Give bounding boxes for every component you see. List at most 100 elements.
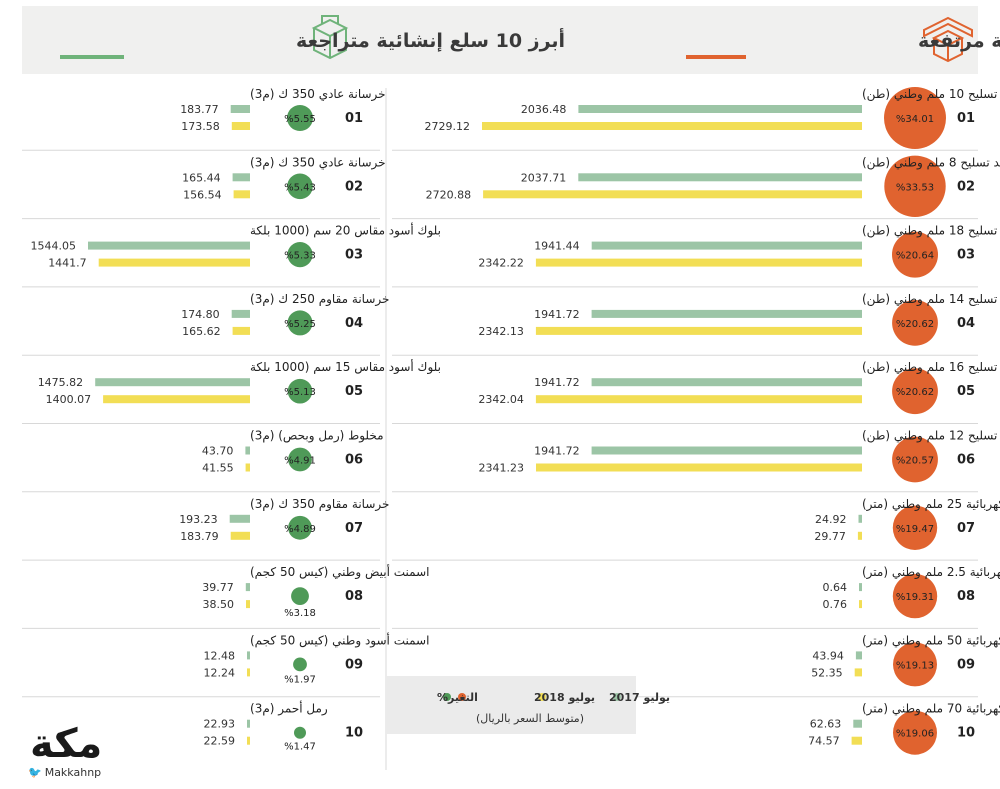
falling-title: أبرز 10 سلع إنشائية متراجعة	[296, 28, 565, 52]
falling-row-6-name: مخلوط (رمل وبحص) (م3)	[250, 429, 384, 444]
falling-row-1-change-label: %5.55	[284, 114, 316, 125]
falling-row-3-bar-2017	[88, 241, 250, 250]
rising-row-3-bar-2018	[535, 258, 862, 267]
falling-row-10-value-2017: 22.93	[204, 718, 236, 731]
rising-row-10-name: كيابل كهربائية 70 ملم وطني (متر)	[862, 702, 1000, 717]
rising-row-4-name: حديد تسليح 14 ملم وطني (طن)	[862, 292, 1000, 307]
rising-row-9-value-2017: 43.94	[812, 649, 844, 662]
rising-row-4-rank: 04	[957, 316, 975, 331]
twitter-handle-text: Makkahnp	[44, 766, 102, 779]
rising-row-2-name: حديد تسليح 8 ملم وطني (طن)	[862, 155, 1000, 170]
rising-row-9-bar-2018	[854, 668, 862, 677]
falling-row-7-bar-2018	[230, 531, 250, 540]
falling-row-8-rank: 08	[345, 589, 363, 604]
falling-row-6-rank: 06	[345, 453, 363, 468]
rising-row-5-change-label: %20.62	[896, 387, 934, 398]
twitter-handle[interactable]: 🐦 Makkahnp	[28, 766, 101, 779]
falling-row-9-change-label: %1.97	[284, 674, 316, 685]
falling-row-7-bar-2017	[229, 514, 250, 523]
falling-row-4-bar-2017	[231, 309, 250, 318]
falling-row-10-bar-2017	[247, 719, 250, 728]
rising-row-7-bar-2018	[857, 531, 862, 540]
falling-row-3-bar-2018	[98, 258, 250, 267]
rising-row-8-change-label: %19.31	[896, 592, 934, 603]
falling-row-4-change-label: %5.25	[284, 319, 316, 330]
falling-row-4-value-2017: 174.80	[181, 308, 220, 321]
falling-row-4-rank: 04	[345, 316, 363, 331]
rising-row-3-change-label: %20.64	[896, 251, 934, 262]
falling-row-1-rank: 01	[345, 111, 363, 126]
rising-row-6-name: حديد تسليح 12 ملم وطني (طن)	[862, 429, 1000, 444]
legend-swatch-change	[443, 693, 451, 701]
rising-row-10-bar-2018	[851, 736, 862, 745]
rising-row-6-value-2017: 1941.72	[534, 445, 580, 458]
falling-row-6-bar-2017	[245, 446, 250, 455]
rising-row-9-name: كيابل كهربائية 50 ملم وطني (متر)	[862, 633, 1000, 648]
falling-row-9-rank: 09	[345, 657, 363, 672]
rising-row-1-name: حديد تسليح 10 ملم وطني (طن)	[862, 87, 1000, 102]
falling-row-5-change-label: %5.13	[284, 387, 316, 398]
rising-row-4-change-label: %20.62	[896, 319, 934, 330]
rising-row-10-value-2017: 62.63	[810, 718, 842, 731]
falling-row-10-change-label: %1.47	[284, 742, 316, 753]
falling-row-7-value-2017: 193.23	[179, 513, 218, 526]
falling-row-5-rank: 05	[345, 384, 363, 399]
rising-row-9-bar-2017	[855, 651, 862, 660]
falling-row-6-bar-2018	[245, 463, 250, 472]
house-icon	[923, 16, 973, 63]
rising-row-5-bar-2017	[591, 378, 862, 387]
makkah-logo: مكة 🐦 Makkahnp	[28, 722, 124, 782]
falling-row-2-name: خرسانة عادي 350 ك (م3)	[250, 155, 386, 170]
rising-row-10-change-circle	[893, 710, 937, 755]
rising-row-6-value-2018: 2341.23	[479, 462, 525, 475]
header-band	[22, 6, 978, 74]
falling-row-3-change-circle	[287, 242, 313, 268]
rising-row-1-change-label: %34.01	[896, 114, 934, 125]
legend-box	[386, 676, 636, 734]
rising-row-3-value-2017: 1941.44	[534, 240, 580, 253]
falling-row-9-value-2017: 12.48	[204, 649, 236, 662]
rising-row-7-change-label: %19.47	[896, 524, 934, 535]
rising-row-10-rank: 10	[957, 726, 975, 741]
falling-row-1-value-2018: 173.58	[181, 120, 220, 133]
falling-row-8-value-2017: 39.77	[202, 581, 234, 594]
legend-swatch-2018	[538, 693, 546, 701]
rising-row-3-value-2018: 2342.22	[478, 257, 524, 270]
box-icon	[311, 15, 349, 60]
rising-row-5-change-circle	[892, 368, 938, 415]
falling-row-7-change-circle	[288, 515, 312, 540]
rising-row-8-bar-2018	[859, 600, 862, 609]
legend-label-2018: يوليو 2018	[534, 691, 595, 704]
rising-row-2-change-circle	[884, 155, 946, 217]
rising-row-2-value-2017: 2037.71	[521, 171, 567, 184]
falling-row-3-change-label: %5.33	[284, 251, 316, 262]
falling-row-8-change-label: %3.18	[284, 608, 316, 619]
falling-row-10-value-2018: 22.59	[204, 735, 236, 748]
rising-row-2-bar-2018	[483, 190, 862, 199]
falling-row-2-bar-2018	[233, 190, 250, 199]
falling-row-8-name: اسمنت أبيض وطني (كيس 50 كجم)	[250, 564, 430, 580]
falling-row-5-value-2018: 1400.07	[46, 393, 92, 406]
rising-row-9-change-circle	[893, 642, 937, 687]
rising-row-7-bar-2017	[858, 514, 862, 523]
falling-row-8-bar-2018	[246, 600, 250, 609]
falling-row-2-value-2017: 165.44	[182, 171, 221, 184]
rising-row-8-rank: 08	[957, 589, 975, 604]
rising-row-7-rank: 07	[957, 521, 975, 536]
rising-title-underline	[686, 55, 746, 59]
rising-row-5-name: حديد تسليح 16 ملم وطني (طن)	[862, 360, 1000, 375]
rising-row-3-bar-2017	[591, 241, 862, 250]
legend-label-change: التغير%	[437, 691, 478, 704]
falling-row-1-value-2017: 183.77	[180, 103, 219, 116]
rising-row-2-bar-2017	[578, 173, 862, 182]
falling-row-5-change-circle	[287, 378, 313, 404]
falling-title-underline	[60, 55, 124, 59]
rising-row-10-value-2018: 74.57	[808, 735, 840, 748]
falling-row-5-bar-2017	[95, 378, 250, 387]
falling-row-9-change-circle	[293, 657, 307, 672]
falling-row-3-value-2017: 1544.05	[31, 240, 77, 253]
rising-row-3-rank: 03	[957, 248, 975, 263]
falling-row-1-bar-2018	[231, 122, 250, 130]
rising-row-1-value-2017: 2036.48	[521, 103, 567, 116]
